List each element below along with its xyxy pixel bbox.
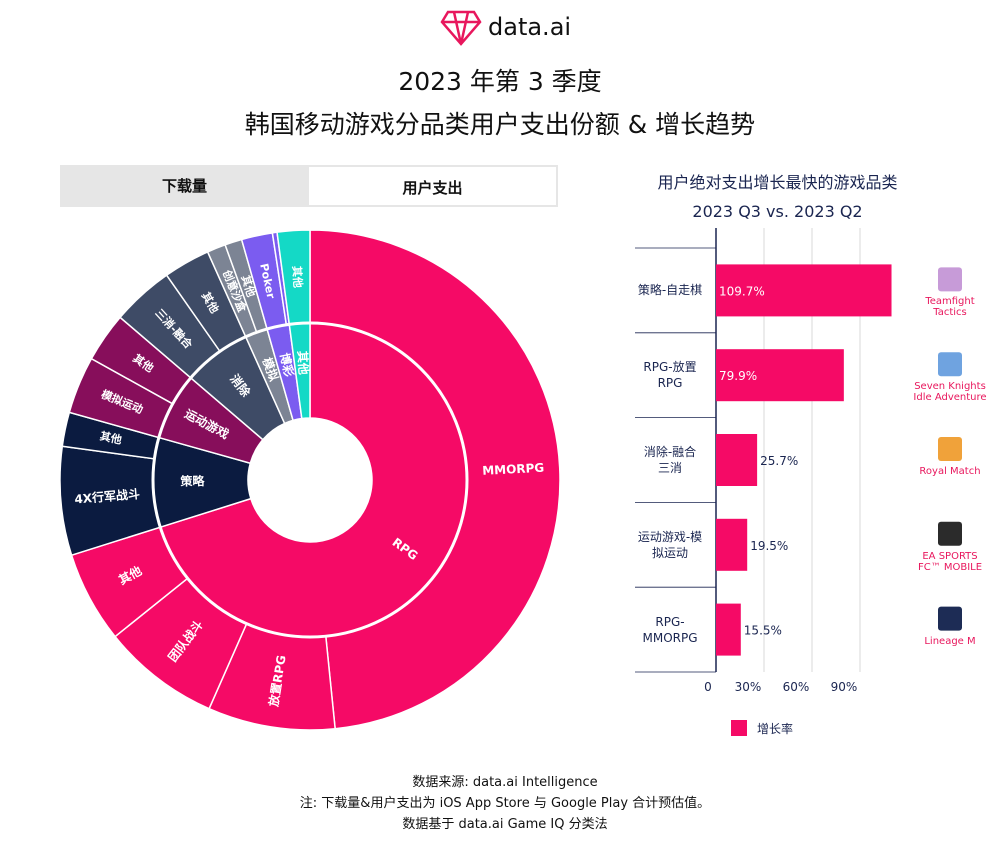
category-label: 运动游戏-模 拟运动 (637, 529, 703, 560)
app-name: Seven Knights Idle Adventure (913, 381, 987, 404)
slice-label: 博彩 (277, 351, 297, 378)
category-label: 策略-自走棋 (637, 283, 703, 298)
slice-label: MMORPG (482, 461, 545, 478)
bar (716, 603, 741, 656)
app-name: Lineage M (924, 635, 976, 647)
slice-label: 其他 (295, 350, 312, 375)
legend-label: 增长率 (757, 721, 793, 736)
slice-label: 其他 (290, 265, 305, 288)
app-name: Royal Match (919, 466, 981, 477)
chart-subtitle: 2023 Q3 vs. 2023 Q2 (692, 202, 863, 221)
bar (716, 518, 748, 571)
title: 韩国移动游戏分品类用户支出份额 & 增长趋势 (244, 110, 756, 139)
x-tick-label: 60% (783, 680, 810, 694)
logo-icon (440, 10, 482, 46)
x-tick-label: 90% (831, 680, 858, 694)
bar (716, 349, 844, 402)
footer: 注: 下载量&用户支出为 iOS App Store 与 Google Play… (299, 796, 711, 811)
value-label: 15.5% (744, 624, 782, 638)
tabs: 下载量 用户支出 (60, 165, 558, 207)
value-label: 79.9% (719, 369, 757, 383)
logo-text: data.ai (488, 13, 572, 41)
title: 2023 年第 3 季度 (398, 67, 602, 96)
value-label: 19.5% (750, 539, 788, 553)
ring-divider (151, 321, 469, 639)
app-name: EA SPORTS FC™ MOBILE (917, 550, 983, 573)
footer: 数据基于 data.ai Game IQ 分类法 (402, 817, 608, 832)
chart-title: 用户绝对支出增长最快的游戏品类 (657, 173, 898, 192)
tab[interactable]: 用户支出 (309, 165, 558, 207)
legend-swatch (731, 720, 747, 736)
app-icon (938, 352, 962, 377)
x-tick-label: 30% (735, 680, 762, 694)
app-name: Teamfight Tactics (925, 296, 975, 319)
app-icon (938, 267, 962, 292)
app-icon (938, 606, 962, 631)
category-label: RPG-放置 RPG (643, 360, 697, 391)
category-label: RPG- MMORPG (642, 614, 698, 645)
app-icon (938, 437, 962, 461)
category-label: 消除-融合 三消 (643, 445, 697, 475)
footer: 数据来源: data.ai Intelligence (412, 775, 598, 790)
value-label: 25.7% (760, 454, 798, 468)
value-label: 109.7% (719, 284, 765, 298)
slice-label: 策略 (180, 473, 205, 488)
x-tick-label: 0 (704, 680, 712, 694)
logo: data.ai (440, 8, 571, 46)
bar-title: 用户绝对支出增长最快的游戏品类 2023 Q3 vs. 2023 Q2 (600, 168, 955, 226)
bar (716, 264, 892, 317)
slice-label: 4X行军战斗 (74, 486, 141, 507)
tab[interactable]: 下载量 (161, 177, 207, 195)
bar (716, 434, 758, 486)
app-icon (938, 521, 962, 546)
slice-label: 其他 (99, 429, 123, 447)
